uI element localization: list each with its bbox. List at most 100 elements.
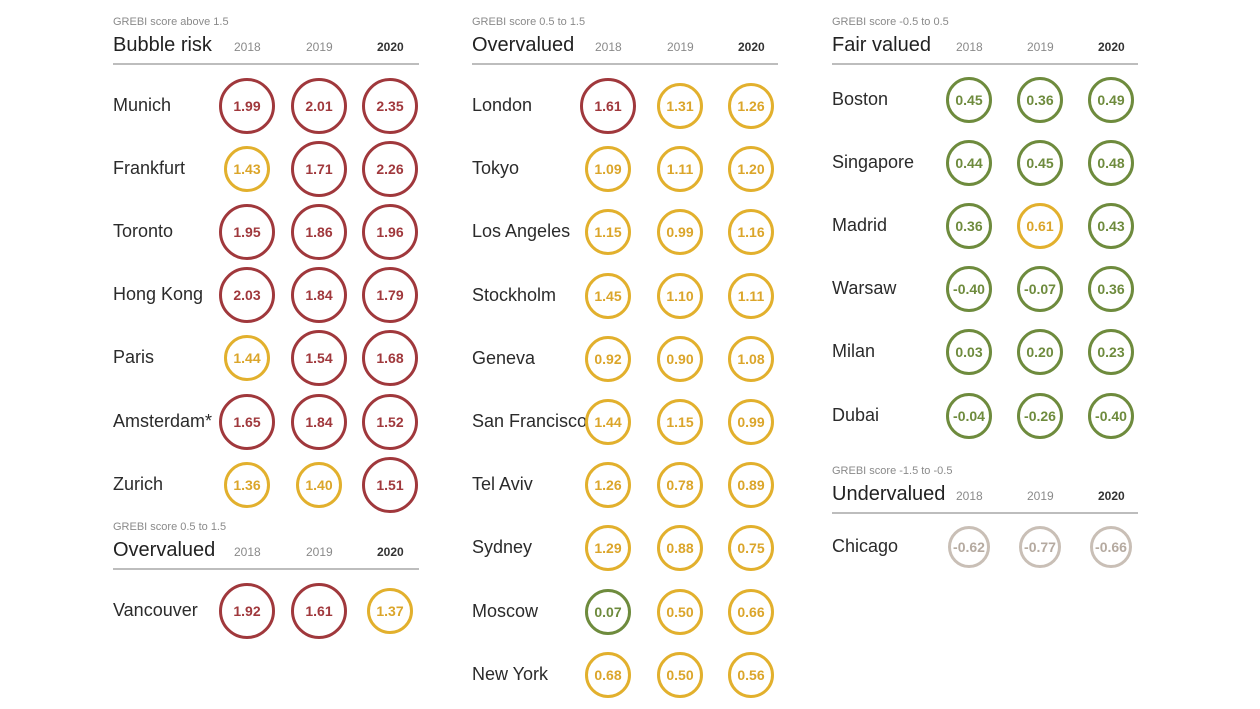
score-bubble: 1.61 — [580, 78, 636, 134]
score-bubble: 1.37 — [367, 588, 413, 634]
city-label: Zurich — [113, 473, 164, 494]
group-caption: GREBI score 0.5 to 1.5 — [113, 521, 227, 533]
score-bubble: 0.45 — [1017, 140, 1063, 187]
year-header-2020: 2020 — [1098, 40, 1125, 54]
score-bubble: 0.03 — [946, 329, 992, 376]
city-label: Warsaw — [832, 278, 897, 299]
city-label: Toronto — [113, 221, 174, 242]
city-label: Chicago — [832, 536, 899, 556]
score-bubble: 1.11 — [657, 146, 703, 193]
score-bubble: 0.99 — [728, 399, 774, 445]
city-label: Boston — [832, 89, 889, 109]
score-bubble: 1.61 — [291, 583, 347, 639]
city-label: Milan — [832, 341, 876, 362]
city-label: Los Angeles — [472, 221, 571, 242]
score-bubble: 1.26 — [728, 83, 774, 129]
score-bubble: 2.03 — [219, 267, 275, 324]
score-bubble: 1.96 — [362, 204, 418, 261]
year-header-2018: 2018 — [956, 40, 983, 54]
year-header-2020: 2020 — [1098, 489, 1125, 503]
year-header-2019: 2019 — [306, 545, 333, 559]
score-bubble: 1.84 — [291, 393, 347, 450]
group-title: Bubble risk — [113, 34, 212, 56]
score-bubble: 1.15 — [657, 399, 703, 445]
city-label: Frankfurt — [113, 158, 186, 179]
city-label: Paris — [113, 347, 155, 368]
group-caption: GREBI score 0.5 to 1.5 — [472, 16, 586, 28]
score-bubble: 0.99 — [657, 209, 703, 256]
score-bubble: 1.54 — [291, 330, 347, 387]
group-title: Fair valued — [832, 34, 931, 56]
score-bubble: 0.36 — [1088, 266, 1134, 313]
score-bubble: 0.50 — [657, 651, 703, 698]
score-bubble: 0.78 — [657, 462, 703, 509]
score-bubble: 0.66 — [728, 588, 774, 635]
score-bubble: 1.52 — [362, 393, 418, 450]
group-title: Undervalued — [832, 483, 946, 505]
year-header-2018: 2018 — [956, 489, 983, 503]
city-label: Madrid — [832, 215, 888, 236]
score-bubble: 2.35 — [362, 78, 418, 134]
score-bubble: -0.62 — [948, 526, 990, 568]
score-bubble: 0.48 — [1088, 140, 1134, 187]
header-rule — [832, 512, 1138, 514]
year-header-2019: 2019 — [1027, 489, 1054, 503]
score-bubble: 1.31 — [657, 83, 703, 129]
score-bubble: -0.40 — [1088, 392, 1134, 439]
city-label: Moscow — [472, 600, 539, 621]
score-bubble: 0.44 — [946, 140, 992, 187]
score-bubble: 1.44 — [224, 335, 270, 382]
score-bubble: 1.09 — [585, 146, 631, 193]
score-bubble: 1.65 — [219, 393, 275, 450]
score-bubble: 1.36 — [224, 461, 270, 508]
score-bubble: 0.50 — [657, 588, 703, 635]
city-label: Geneva — [472, 347, 536, 368]
city-label: Tel Aviv — [472, 474, 533, 495]
year-header-2019: 2019 — [306, 40, 333, 54]
score-bubble: 0.75 — [728, 525, 774, 572]
score-bubble: 1.08 — [728, 335, 774, 382]
score-bubble: 1.10 — [657, 272, 703, 319]
header-rule — [472, 63, 778, 65]
score-bubble: 0.49 — [1088, 77, 1134, 123]
score-bubble: 1.26 — [585, 462, 631, 509]
score-bubble: 1.11 — [728, 272, 774, 319]
score-bubble: 0.07 — [585, 588, 631, 635]
score-bubble: 0.45 — [946, 77, 992, 123]
year-header-2020: 2020 — [377, 545, 404, 559]
score-bubble: -0.66 — [1090, 526, 1132, 568]
score-bubble: 1.92 — [219, 583, 275, 639]
group-caption: GREBI score -1.5 to -0.5 — [832, 465, 953, 477]
city-label: Tokyo — [472, 158, 520, 179]
city-label: New York — [472, 663, 549, 684]
city-label: Vancouver — [113, 600, 198, 620]
score-bubble: 0.88 — [657, 525, 703, 572]
group-caption: GREBI score above 1.5 — [113, 16, 229, 28]
city-label: Munich — [113, 95, 172, 115]
score-bubble: -0.40 — [946, 266, 992, 313]
year-header-2018: 2018 — [234, 40, 261, 54]
year-header-2020: 2020 — [377, 40, 404, 54]
score-bubble: 0.90 — [657, 335, 703, 382]
score-bubble: 0.56 — [728, 651, 774, 698]
score-bubble: 1.16 — [728, 209, 774, 256]
year-header-2020: 2020 — [738, 40, 765, 54]
city-label: Amsterdam* — [113, 410, 213, 431]
score-bubble: -0.04 — [946, 392, 992, 439]
city-label: Dubai — [832, 404, 880, 425]
city-label: Sydney — [472, 537, 533, 558]
score-bubble: 1.15 — [585, 209, 631, 256]
city-label: London — [472, 95, 533, 115]
year-header-2019: 2019 — [667, 40, 694, 54]
score-bubble: 1.86 — [291, 204, 347, 261]
year-header-2018: 2018 — [234, 545, 261, 559]
score-bubble: 1.99 — [219, 78, 275, 134]
score-bubble: 1.43 — [224, 146, 270, 193]
score-bubble: 1.40 — [296, 461, 342, 508]
score-bubble: 1.44 — [585, 399, 631, 445]
score-bubble: 1.84 — [291, 267, 347, 324]
score-bubble: -0.07 — [1017, 266, 1063, 313]
score-bubble: 1.68 — [362, 330, 418, 387]
score-bubble: -0.77 — [1019, 526, 1061, 568]
header-rule — [113, 63, 419, 65]
